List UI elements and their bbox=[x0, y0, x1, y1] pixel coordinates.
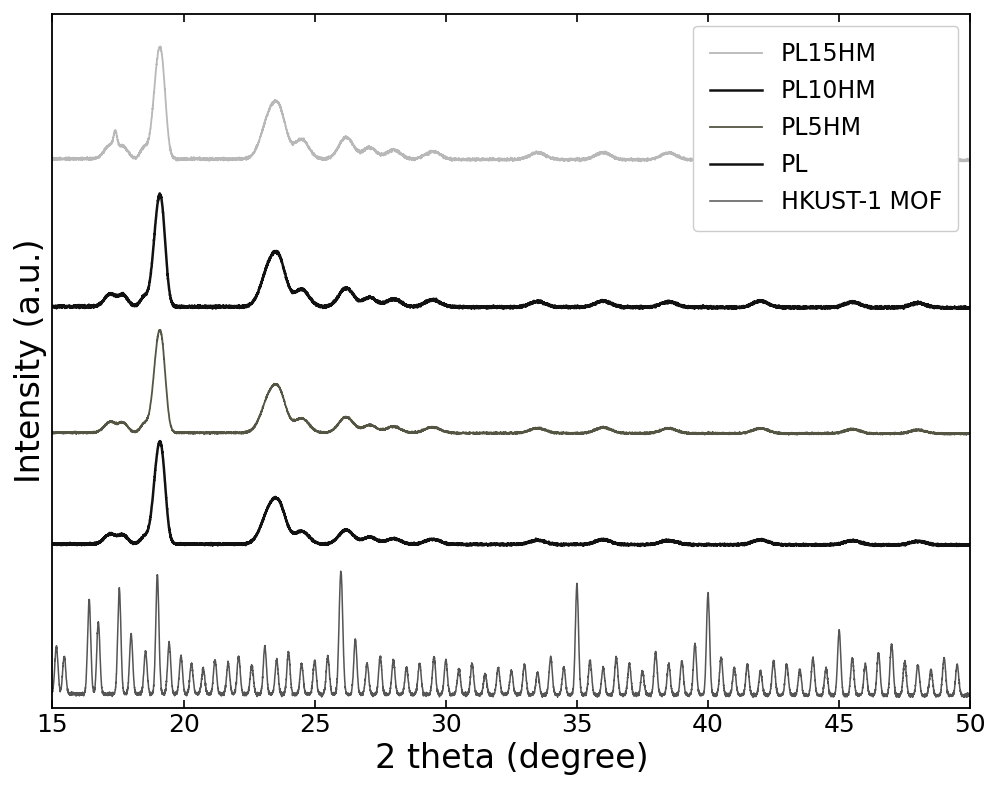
PL15HM bbox=[379, 149, 391, 159]
PL10HM bbox=[497, 304, 509, 313]
PL5HM bbox=[791, 430, 803, 439]
PL5HM bbox=[630, 428, 642, 438]
HKUST-1 MOF bbox=[776, 689, 788, 698]
PL bbox=[776, 540, 788, 550]
PL15HM bbox=[46, 155, 58, 164]
Line: PL15HM: PL15HM bbox=[52, 47, 970, 162]
HKUST-1 MOF bbox=[964, 690, 976, 700]
HKUST-1 MOF bbox=[93, 619, 105, 628]
PL bbox=[379, 536, 391, 545]
HKUST-1 MOF bbox=[46, 687, 58, 697]
PL10HM bbox=[727, 303, 739, 312]
HKUST-1 MOF bbox=[536, 693, 548, 702]
PL15HM bbox=[941, 157, 953, 166]
Line: HKUST-1 MOF: HKUST-1 MOF bbox=[52, 571, 970, 697]
PL5HM bbox=[776, 429, 788, 439]
HKUST-1 MOF bbox=[379, 689, 391, 698]
PL5HM bbox=[93, 427, 105, 436]
PL5HM bbox=[379, 425, 391, 435]
PL5HM bbox=[964, 429, 976, 439]
PL bbox=[93, 538, 105, 548]
HKUST-1 MOF bbox=[335, 567, 347, 576]
PL10HM bbox=[776, 302, 788, 312]
PL bbox=[46, 540, 58, 549]
PL15HM bbox=[154, 42, 166, 51]
PL bbox=[964, 540, 976, 550]
PL15HM bbox=[727, 154, 739, 163]
PL5HM bbox=[727, 429, 739, 439]
Legend: PL15HM, PL10HM, PL5HM, PL, HKUST-1 MOF: PL15HM, PL10HM, PL5HM, PL, HKUST-1 MOF bbox=[693, 26, 958, 230]
PL15HM bbox=[93, 153, 105, 163]
PL bbox=[875, 541, 887, 551]
PL10HM bbox=[590, 299, 602, 308]
PL10HM bbox=[46, 302, 58, 312]
PL10HM bbox=[630, 302, 642, 312]
HKUST-1 MOF bbox=[630, 688, 642, 697]
PL15HM bbox=[590, 151, 602, 160]
PL15HM bbox=[776, 155, 788, 164]
Line: PL: PL bbox=[52, 441, 970, 546]
PL bbox=[727, 540, 739, 550]
PL5HM bbox=[590, 424, 602, 434]
PL5HM bbox=[46, 428, 58, 437]
X-axis label: 2 theta (degree): 2 theta (degree) bbox=[375, 742, 648, 775]
Y-axis label: Intensity (a.u.): Intensity (a.u.) bbox=[14, 238, 47, 483]
PL5HM bbox=[153, 325, 165, 335]
PL bbox=[630, 540, 642, 549]
HKUST-1 MOF bbox=[727, 670, 739, 679]
PL bbox=[154, 436, 166, 446]
Line: PL10HM: PL10HM bbox=[52, 193, 970, 308]
PL10HM bbox=[93, 300, 105, 309]
PL10HM bbox=[964, 302, 976, 312]
PL10HM bbox=[379, 299, 391, 308]
PL10HM bbox=[154, 189, 166, 198]
HKUST-1 MOF bbox=[590, 690, 602, 699]
PL15HM bbox=[630, 155, 642, 164]
PL bbox=[590, 537, 602, 546]
PL15HM bbox=[964, 156, 976, 166]
Line: PL5HM: PL5HM bbox=[52, 330, 970, 435]
